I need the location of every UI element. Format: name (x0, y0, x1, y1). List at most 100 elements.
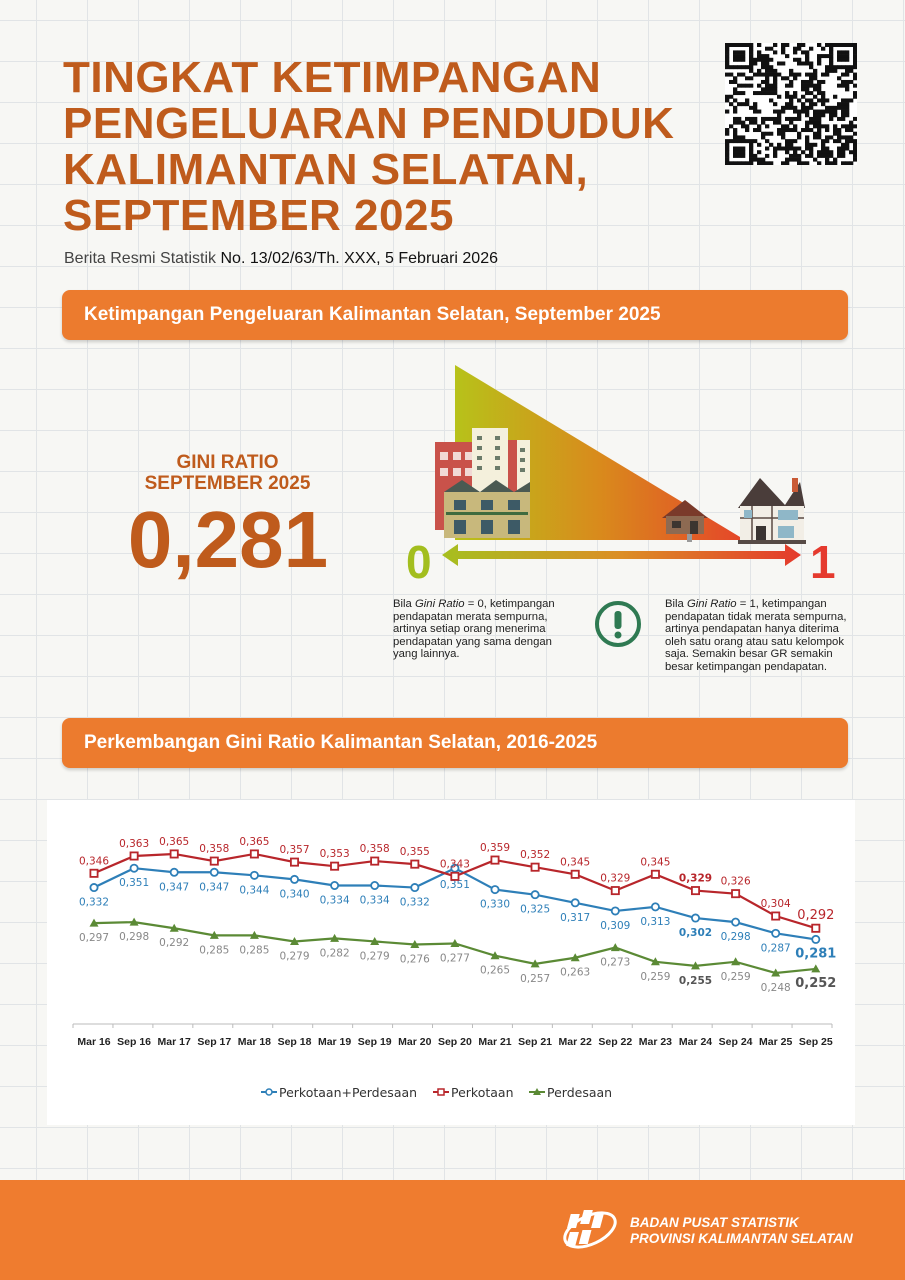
x-tick-label: Mar 24 (679, 1036, 712, 1048)
svg-text:0,259: 0,259 (640, 971, 670, 983)
exclamation-icon (595, 601, 641, 647)
section-banner-ketimpangan: Ketimpangan Pengeluaran Kalimantan Selat… (62, 290, 848, 340)
gini-label-line1: GINI RATIO (176, 452, 279, 473)
svg-text:0,279: 0,279 (360, 950, 390, 962)
x-tick-label: Mar 16 (77, 1036, 110, 1048)
svg-text:0,257: 0,257 (520, 973, 550, 985)
gini-ratio-label: GINI RATIO SEPTEMBER 2025 (120, 452, 335, 494)
perkotaan-perdesaan-point (570, 898, 580, 908)
qr-code-icon[interactable] (725, 43, 858, 166)
svg-text:0,347: 0,347 (199, 881, 229, 893)
svg-text:0,265: 0,265 (480, 965, 510, 977)
perdesaan-point (370, 936, 380, 945)
perkotaan-point (570, 869, 580, 879)
perkotaan-perdesaan-point (330, 881, 340, 891)
x-tick-label: Mar 23 (639, 1036, 672, 1048)
perdesaan-point (731, 957, 741, 966)
svg-text:0,334: 0,334 (360, 895, 390, 907)
publication-number: No. 13/02/63/Th. XXX, 5 Februari 2026 (220, 250, 499, 267)
perkotaan-perdesaan-point (89, 883, 99, 893)
svg-text:0,358: 0,358 (199, 843, 229, 855)
x-tick-label: Sep 19 (358, 1036, 392, 1048)
perdesaan-point (209, 930, 219, 939)
scale-arrow (442, 544, 801, 566)
x-tick-label: Mar 17 (158, 1036, 191, 1048)
svg-text:0,346: 0,346 (79, 855, 109, 867)
perdesaan-point (330, 933, 340, 942)
perkotaan-point (129, 851, 139, 861)
perkotaan-perdesaan-point (650, 902, 660, 912)
svg-text:0,329: 0,329 (679, 873, 712, 885)
svg-text:0,344: 0,344 (239, 884, 269, 896)
perkotaan-point (691, 886, 701, 896)
svg-text:0,359: 0,359 (480, 842, 510, 854)
svg-text:0,248: 0,248 (761, 982, 791, 994)
svg-text:0,330: 0,330 (480, 899, 510, 911)
svg-text:0,263: 0,263 (560, 967, 590, 979)
perkotaan-perdesaan-point (691, 913, 701, 923)
perdesaan-point (129, 917, 139, 926)
x-tick-label: Mar 22 (559, 1036, 592, 1048)
svg-text:0,365: 0,365 (159, 836, 189, 848)
perdesaan-point (290, 936, 299, 945)
perdesaan-point (490, 951, 500, 960)
legend-item: Perkotaan (451, 1085, 514, 1100)
svg-text:0,334: 0,334 (320, 895, 350, 907)
x-tick-label: Sep 21 (518, 1036, 552, 1048)
x-tick-label: Mar 25 (759, 1036, 792, 1048)
bps-logo-icon (560, 1202, 620, 1258)
perkotaan-point (370, 856, 380, 866)
x-tick-label: Sep 20 (438, 1036, 472, 1048)
svg-text:0,313: 0,313 (640, 916, 670, 928)
perdesaan-point (169, 923, 179, 932)
perkotaan-perdesaan-point (811, 934, 821, 944)
scale-max-label: 1 (810, 536, 836, 588)
svg-text:0,355: 0,355 (400, 846, 430, 858)
perdesaan-point (811, 964, 821, 973)
svg-text:0,298: 0,298 (119, 931, 149, 943)
gini-ratio-value: 0,281 (127, 495, 329, 584)
perkotaan-point (530, 862, 540, 872)
svg-text:0,304: 0,304 (761, 898, 791, 910)
publication-type: Berita Resmi Statistik (64, 250, 217, 267)
perkotaan-point (490, 855, 500, 865)
perkotaan-perdesaan-point (610, 906, 620, 916)
perkotaan-point (249, 849, 259, 859)
x-tick-label: Mar 18 (238, 1036, 271, 1048)
note-gini-one: Bila Gini Ratio = 1, ketimpangan pendapa… (665, 598, 847, 673)
x-tick-label: Sep 24 (719, 1036, 753, 1048)
svg-text:0,292: 0,292 (159, 937, 189, 949)
x-tick-label: Sep 17 (197, 1036, 231, 1048)
perdesaan-point (570, 953, 580, 962)
title-line-2: PENGELUARAN PENDUDUK (63, 99, 675, 148)
x-tick-label: Sep 22 (598, 1036, 632, 1048)
perkotaan-point (410, 859, 420, 869)
svg-text:0,287: 0,287 (761, 942, 791, 954)
svg-text:0,255: 0,255 (679, 975, 712, 987)
perdesaan-point (691, 961, 700, 970)
svg-text:0,281: 0,281 (795, 946, 836, 961)
perdesaan-point (410, 940, 420, 949)
publication-info: Berita Resmi Statistik No. 13/02/63/Th. … (64, 250, 498, 268)
x-tick-label: Mar 19 (318, 1036, 351, 1048)
svg-text:0,298: 0,298 (721, 931, 751, 943)
perdesaan-point (89, 918, 99, 927)
svg-text:0,259: 0,259 (721, 971, 751, 983)
perkotaan-point (330, 861, 340, 871)
svg-text:0,273: 0,273 (600, 957, 630, 969)
svg-text:0,309: 0,309 (600, 920, 630, 932)
scale-min-label: 0 (406, 536, 432, 588)
perkotaan-perdesaan-point (209, 867, 219, 877)
perkotaan-point (209, 856, 219, 866)
svg-text:0,325: 0,325 (520, 904, 550, 916)
svg-text:0,317: 0,317 (560, 912, 590, 924)
perdesaan-point (530, 959, 540, 968)
perkotaan-point (811, 923, 821, 933)
legend-item: Perdesaan (547, 1085, 612, 1100)
perkotaan-perdesaan-point (490, 885, 500, 895)
svg-text:0,329: 0,329 (600, 873, 630, 885)
x-tick-label: Sep 16 (117, 1036, 151, 1048)
note-gini-zero: Bila Gini Ratio = 0, ketimpangan pendapa… (393, 598, 555, 660)
perdesaan-point (450, 938, 460, 947)
x-tick-label: Mar 20 (398, 1036, 431, 1048)
